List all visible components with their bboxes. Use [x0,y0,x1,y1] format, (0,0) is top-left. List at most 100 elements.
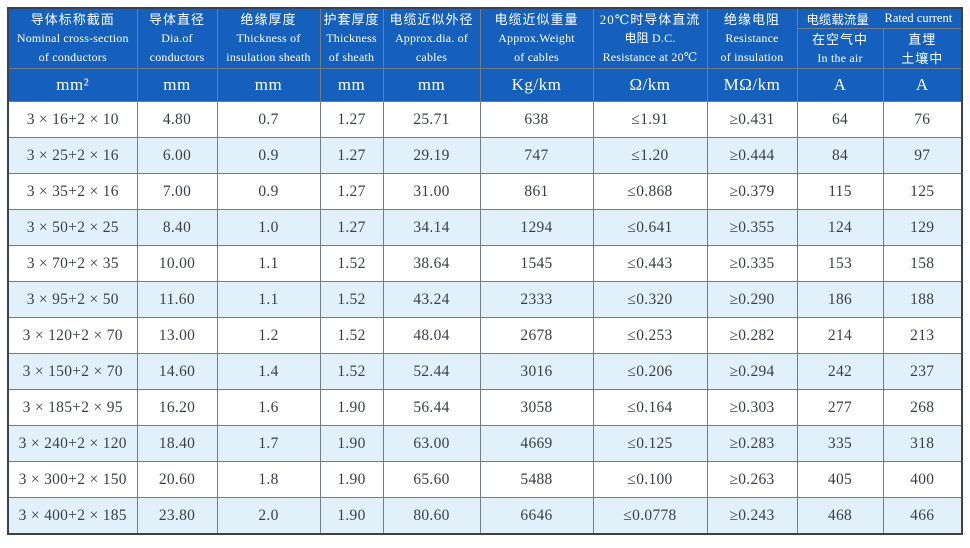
header-zh: 20℃时导体直流 [599,12,701,27]
cell-r12-c6: 6646 [479,497,594,535]
cell-r10-c4: 1.90 [319,425,384,462]
cell-r12-c8: ≥0.243 [706,497,798,535]
cell-r1-c10: 76 [882,101,963,138]
cell-r6-c4: 1.52 [319,281,384,318]
header-en: Dia.of [161,31,193,45]
cell-r4-c4: 1.27 [319,209,384,246]
unit-mohm-km: MΩ/km [706,68,798,102]
cell-r9-c6: 3058 [479,389,594,426]
table-row: 3 × 16+2 × 10 4.80 0.7 1.27 25.71 638 ≤1.91 ≥0.… [7,101,963,138]
cell-r3-c8: ≥0.379 [706,173,798,210]
cell-r5-c7: ≤0.443 [592,245,708,282]
cell-r4-c3: 1.0 [216,209,321,246]
cell-r3-c1: 3 × 35+2 × 16 [7,173,138,210]
header-zh: 电缆近似重量 [494,12,579,27]
cell-r4-c9: 124 [796,209,884,246]
cell-r4-c1: 3 × 50+2 × 25 [7,209,138,246]
header-buried: 直埋 土壤中 [882,28,963,69]
header-zh: 直埋 [908,31,937,47]
cell-r9-c8: ≥0.303 [706,389,798,426]
header-row-top: 导体标称截面 Nominal cross-section of conducto… [7,7,963,69]
cell-r8-c10: 237 [882,353,963,390]
header-insulation-resistance: 绝缘电阻 Resistance of insulation [706,7,798,69]
cell-r4-c6: 1294 [479,209,594,246]
cell-r12-c7: ≤0.0778 [592,497,708,535]
cell-r8-c3: 1.4 [216,353,321,390]
header-en: 电阻 D.C. [624,31,676,45]
cell-r1-c3: 0.7 [216,101,321,138]
cell-r3-c2: 7.00 [136,173,218,210]
cell-r10-c8: ≥0.283 [706,425,798,462]
cell-r2-c4: 1.27 [319,137,384,174]
cell-r9-c2: 16.20 [136,389,218,426]
cell-r9-c1: 3 × 185+2 × 95 [7,389,138,426]
cell-r7-c1: 3 × 120+2 × 70 [7,317,138,354]
cell-r2-c8: ≥0.444 [706,137,798,174]
cell-r5-c6: 1545 [479,245,594,282]
cell-r3-c5: 31.00 [382,173,481,210]
table-row: 3 × 120+2 × 70 13.00 1.2 1.52 48.04 2678 ≤0.25… [7,317,963,354]
header-in-air: 在空气中 In the air [796,28,884,69]
cell-r3-c7: ≤0.868 [592,173,708,210]
unit-mm: mm [319,68,384,102]
header-conductor-diameter: 导体直径 Dia.of conductors [136,7,218,69]
cell-r11-c1: 3 × 300+2 × 150 [7,461,138,498]
cell-r9-c4: 1.90 [319,389,384,426]
cell-r7-c5: 48.04 [382,317,481,354]
cell-r5-c4: 1.52 [319,245,384,282]
cell-r2-c1: 3 × 25+2 × 16 [7,137,138,174]
cell-r8-c6: 3016 [479,353,594,390]
cell-r6-c5: 43.24 [382,281,481,318]
header-dc-resistance: 20℃时导体直流 电阻 D.C. Resistance at 20℃ [592,7,708,69]
cell-r8-c8: ≥0.294 [706,353,798,390]
header-sheath-thickness: 护套厚度 Thickness of sheath [319,7,384,69]
cell-r2-c9: 84 [796,137,884,174]
cell-r2-c6: 747 [479,137,594,174]
unit-ampere: A [796,68,884,102]
cell-r9-c5: 56.44 [382,389,481,426]
cell-r12-c4: 1.90 [319,497,384,535]
cell-r4-c10: 129 [882,209,963,246]
unit-ohm-km: Ω/km [592,68,708,102]
cell-r10-c2: 18.40 [136,425,218,462]
cell-r12-c10: 466 [882,497,963,535]
header-nominal-cross-section: 导体标称截面 Nominal cross-section of conducto… [7,7,138,69]
cell-r4-c8: ≥0.355 [706,209,798,246]
header-en: of sheath [328,50,375,64]
cell-r8-c4: 1.52 [319,353,384,390]
cell-r11-c7: ≤0.100 [592,461,708,498]
table-row: 3 × 95+2 × 50 11.60 1.1 1.52 43.24 2333 ≤0.320… [7,281,963,318]
cell-r6-c10: 188 [882,281,963,318]
unit-mm: mm [382,68,481,102]
cell-r2-c10: 97 [882,137,963,174]
cell-r2-c5: 29.19 [382,137,481,174]
cell-r7-c4: 1.52 [319,317,384,354]
cell-r1-c2: 4.80 [136,101,218,138]
header-en: of insulation [720,50,784,64]
cell-r5-c2: 10.00 [136,245,218,282]
header-ampacity-zh: 电缆载流量 [806,13,869,27]
cell-r12-c2: 23.80 [136,497,218,535]
header-rated-current-group: 电缆载流量 Rated current [796,7,963,29]
header-en: Thickness [326,31,377,45]
cell-r12-c9: 468 [796,497,884,535]
table-row: 3 × 240+2 × 120 18.40 1.7 1.90 63.00 4669 ≤0.1… [7,425,963,462]
header-zh: 护套厚度 [323,12,380,27]
table-header: 导体标称截面 Nominal cross-section of conducto… [7,7,963,102]
cell-r8-c2: 14.60 [136,353,218,390]
unit-mm: mm [136,68,218,102]
cell-r11-c10: 400 [882,461,963,498]
cell-r5-c5: 38.64 [382,245,481,282]
cell-r3-c4: 1.27 [319,173,384,210]
header-zh: 绝缘厚度 [240,12,297,27]
cell-r9-c9: 277 [796,389,884,426]
header-zh: 土壤中 [901,50,944,66]
header-zh: 在空气中 [811,31,868,47]
cell-r3-c6: 861 [479,173,594,210]
header-row-units: mm² mm mm mm mm Kg/km Ω/km MΩ/km A A [7,68,963,102]
cell-r10-c9: 335 [796,425,884,462]
cell-r5-c8: ≥0.335 [706,245,798,282]
cell-r7-c3: 1.2 [216,317,321,354]
cell-r5-c9: 153 [796,245,884,282]
header-rated-current-en: Rated current [884,11,953,25]
